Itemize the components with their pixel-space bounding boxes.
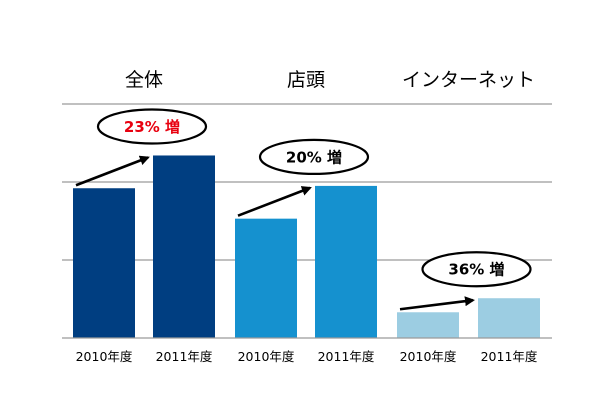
growth-badge (258, 138, 370, 175)
labels: 2010年度 2011年度 全体 2010年度 2011年度 店頭 2010年度 2011年度… (76, 69, 538, 364)
growth-badge-label: 20% 増 (286, 148, 342, 166)
growth-badge-label: 36% 増 (448, 261, 504, 279)
x-tick-label: 2010年度 (76, 349, 133, 364)
growth-arrow (237, 186, 312, 217)
annotations: 23% 増 20% 増 36% 増 (75, 108, 532, 311)
x-tick-label: 2011年度 (318, 349, 375, 364)
bar-1-1 (73, 188, 135, 338)
bar-2-1 (235, 218, 297, 338)
growth-arrow (75, 155, 150, 187)
x-tick-label: 2011年度 (481, 349, 538, 364)
growth-badge-label: 23% 増 (124, 118, 180, 136)
group-title: 全体 (125, 69, 163, 91)
x-tick-label: 2010年度 (400, 349, 457, 364)
growth-badge (421, 251, 532, 288)
group-title: インターネット (402, 69, 535, 91)
growth-badge (96, 108, 208, 145)
bar-1-2 (153, 155, 215, 338)
growth-arrow (399, 296, 475, 311)
bars (73, 155, 540, 338)
bar-3-1 (397, 312, 459, 338)
bar-3-2 (478, 298, 540, 338)
group-title: 店頭 (287, 69, 325, 91)
x-tick-label: 2011年度 (156, 349, 213, 364)
x-tick-label: 2010年度 (238, 349, 295, 364)
bar-2-2 (315, 185, 377, 338)
